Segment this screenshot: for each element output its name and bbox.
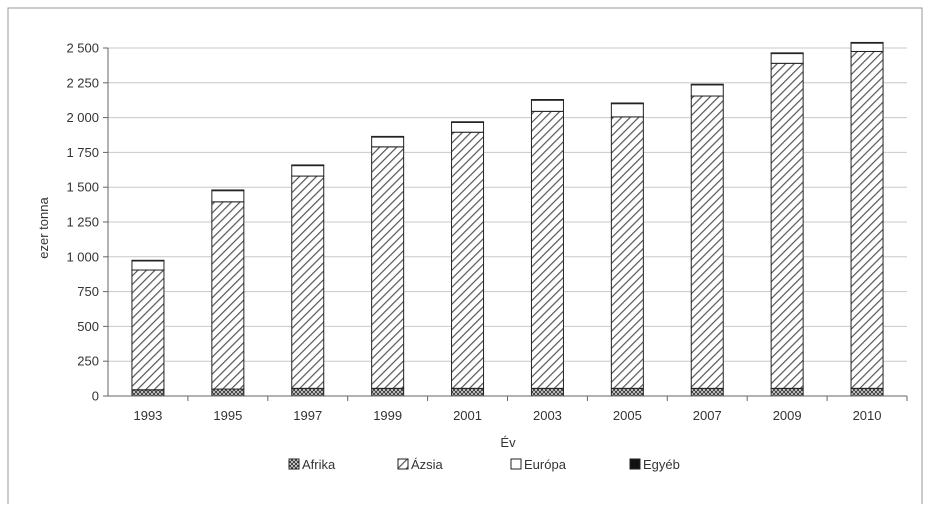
bar-segment-egyéb (371, 135, 405, 138)
bar-segment-ázsia (610, 116, 644, 389)
bar-segment-ázsia (690, 95, 724, 389)
y-tick-label: 2 000 (66, 110, 99, 125)
x-tick-label: 2003 (533, 408, 562, 423)
x-axis-title: Év (500, 435, 516, 450)
bar-segment-egyéb (211, 189, 245, 192)
y-tick-label: 1 750 (66, 145, 99, 160)
y-tick-label: 1 000 (66, 249, 99, 264)
legend-item-európa: Európa (510, 457, 567, 472)
axes (107, 48, 908, 401)
bar-segment-ázsia (371, 146, 405, 389)
bar-segment-ázsia (530, 110, 564, 389)
legend-label: Egyéb (643, 457, 680, 472)
bar-segment-afrika (211, 388, 245, 397)
legend-item-afrika: Afrika (288, 457, 336, 472)
chart-border (7, 7, 923, 504)
bar-segment-egyéb (850, 41, 884, 44)
x-tick-label: 2009 (773, 408, 802, 423)
x-tick-label: 1997 (293, 408, 322, 423)
legend-label: Ázsia (411, 457, 444, 472)
x-tick-label: 2007 (693, 408, 722, 423)
y-tick-label: 250 (77, 354, 99, 369)
bar-segment-ázsia (291, 175, 325, 389)
legend: Afrika Ázsia Európa Egyéb (288, 457, 680, 472)
legend-swatch (397, 458, 409, 470)
bar-segment-európa (690, 84, 724, 97)
y-tick-label: 0 (92, 389, 99, 404)
bar-segment-európa (371, 136, 405, 148)
bars (131, 41, 884, 397)
bar-segment-európa (131, 260, 165, 271)
y-tick-label: 500 (77, 319, 99, 334)
y-tick-label: 2 250 (66, 75, 99, 90)
x-tick-label: 1993 (133, 408, 162, 423)
x-tick-label: 1995 (213, 408, 242, 423)
x-tick-label: 1999 (373, 408, 402, 423)
y-tick-label: 750 (77, 284, 99, 299)
legend-label: Európa (524, 457, 567, 472)
bar-segment-ázsia (451, 131, 485, 389)
bar-segment-afrika (690, 387, 724, 397)
bar-segment-egyéb (131, 259, 165, 262)
bar-segment-egyéb (770, 52, 804, 55)
legend-swatch (629, 458, 641, 470)
bar-segment-egyéb (690, 83, 724, 86)
bar-segment-európa (530, 99, 564, 112)
bar-segment-egyéb (291, 164, 325, 167)
bar-segment-afrika (530, 387, 564, 397)
bar-segment-ázsia (850, 50, 884, 389)
y-tick-label: 2 500 (66, 41, 99, 56)
y-tick-labels: 0 250 500 750 1 000 1 250 1 500 1 750 2 000 2 250… (66, 41, 99, 404)
y-tick-label: 1 250 (66, 215, 99, 230)
x-tick-label: 2001 (453, 408, 482, 423)
bar-segment-egyéb (530, 99, 564, 101)
bar-segment-európa (770, 53, 804, 64)
y-tick-label: 1 500 (66, 180, 99, 195)
bar-segment-afrika (770, 387, 804, 397)
bar-segment-európa (211, 190, 245, 203)
bar-segment-európa (610, 103, 644, 118)
legend-item-ázsia: Ázsia (397, 457, 444, 472)
bar-segment-afrika (451, 387, 485, 397)
x-tick-labels: 1993 1995 1997 1999 2001 2003 2005 2007 2009 2010 (133, 408, 881, 423)
bar-segment-afrika (131, 389, 165, 397)
bar-segment-afrika (291, 387, 325, 397)
x-tick-label: 2010 (853, 408, 882, 423)
bar-segment-afrika (850, 387, 884, 397)
bar-segment-egyéb (451, 121, 485, 123)
bar-segment-afrika (371, 387, 405, 397)
bar-segment-ázsia (211, 201, 245, 390)
legend-label: Afrika (302, 457, 336, 472)
bar-segment-ázsia (131, 269, 165, 391)
bar-segment-ázsia (770, 62, 804, 389)
bar-segment-európa (291, 165, 325, 177)
bar-segment-európa (850, 42, 884, 52)
legend-swatch (288, 458, 300, 470)
legend-item-egyéb: Egyéb (629, 457, 680, 472)
y-axis-title: ezer tonna (36, 197, 51, 259)
bar-segment-afrika (610, 387, 644, 397)
bar-segment-európa (451, 121, 485, 133)
legend-swatch (510, 458, 522, 470)
x-tick-label: 2005 (613, 408, 642, 423)
bar-segment-egyéb (610, 102, 644, 105)
